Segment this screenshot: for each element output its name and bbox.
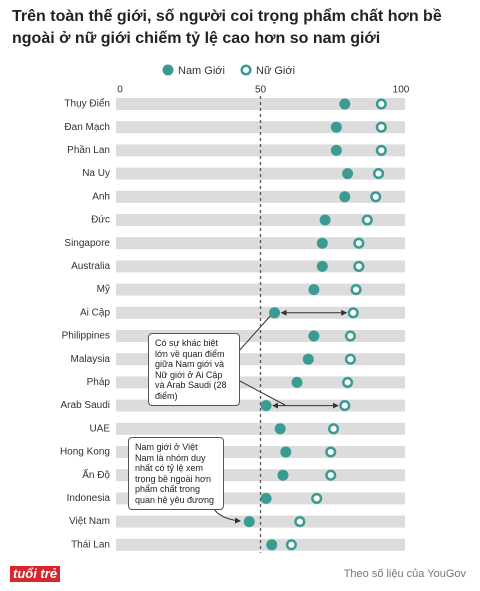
x-tick-label: 100 bbox=[393, 85, 410, 96]
female-dot bbox=[328, 423, 340, 435]
connector bbox=[237, 313, 273, 353]
female-dot bbox=[285, 539, 297, 551]
male-dot bbox=[316, 237, 328, 249]
male-dot bbox=[280, 446, 292, 458]
logo: tuổi trẻ bbox=[10, 566, 61, 582]
male-dot bbox=[291, 376, 303, 388]
annotation: Có sự khác biệt lớn về quan điểm giữa Na… bbox=[148, 333, 240, 406]
female-dot bbox=[347, 307, 359, 319]
row-band bbox=[116, 190, 405, 203]
y-tick-label: Đan Mạch bbox=[64, 122, 110, 133]
male-dot bbox=[274, 423, 286, 435]
male-dot bbox=[319, 214, 331, 226]
female-dot bbox=[325, 469, 337, 481]
female-dot bbox=[375, 98, 387, 110]
male-dot bbox=[302, 353, 314, 365]
row-band bbox=[116, 237, 405, 250]
y-tick-label: Thụy Điển bbox=[64, 98, 110, 110]
male-dot bbox=[243, 516, 255, 528]
female-dot bbox=[353, 237, 365, 249]
male-dot bbox=[260, 400, 272, 412]
y-tick-label: Mỹ bbox=[97, 284, 110, 295]
female-dot bbox=[353, 260, 365, 272]
y-tick-label: Australia bbox=[71, 261, 110, 272]
male-dot bbox=[316, 260, 328, 272]
male-dot bbox=[308, 330, 320, 342]
y-tick-label: Na Uy bbox=[82, 168, 110, 179]
y-tick-label: Philippines bbox=[62, 331, 110, 342]
male-dot bbox=[260, 492, 272, 504]
row-band bbox=[116, 214, 405, 226]
male-dot bbox=[339, 191, 351, 203]
female-dot bbox=[370, 191, 382, 203]
connector bbox=[237, 379, 286, 406]
y-tick-label: Singapore bbox=[64, 238, 110, 249]
row-band bbox=[116, 515, 405, 528]
male-dot bbox=[339, 98, 351, 110]
source: Theo số liệu của YouGov bbox=[343, 568, 466, 580]
female-dot bbox=[342, 376, 354, 388]
female-dot bbox=[311, 492, 323, 504]
y-tick-label: Arab Saudi bbox=[61, 400, 110, 411]
y-tick-label: Anh bbox=[92, 191, 110, 202]
annotation: Nam giới ở Việt Nam là nhóm duy nhất có … bbox=[128, 437, 224, 510]
female-dot bbox=[361, 214, 373, 226]
y-tick-label: UAE bbox=[89, 423, 110, 434]
male-dot bbox=[308, 284, 320, 296]
y-tick-label: Phần Lan bbox=[67, 144, 110, 156]
y-tick-label: Thái Lan bbox=[71, 539, 110, 550]
female-dot bbox=[350, 284, 362, 296]
female-dot bbox=[375, 121, 387, 133]
female-dot bbox=[372, 168, 385, 180]
female-dot bbox=[294, 516, 306, 528]
row-band bbox=[116, 167, 405, 180]
y-tick-label: Ai Cập bbox=[80, 307, 110, 318]
x-tick-label: 0 bbox=[117, 85, 123, 96]
y-tick-label: Pháp bbox=[87, 377, 111, 388]
female-dot bbox=[344, 330, 356, 342]
row-band bbox=[116, 538, 405, 551]
chart-title: Trên toàn thế giới, số người coi trọng p… bbox=[12, 8, 442, 47]
y-tick-label: Ấn Độ bbox=[82, 468, 110, 481]
x-tick-label: 50 bbox=[255, 85, 267, 96]
male-dot bbox=[269, 307, 281, 319]
y-tick-label: Việt Nam bbox=[69, 516, 110, 527]
female-dot bbox=[375, 144, 387, 156]
female-dot bbox=[339, 400, 351, 412]
legend-label: Nam Giới bbox=[178, 65, 225, 77]
y-tick-label: Đức bbox=[91, 215, 110, 226]
legend-label: Nữ Giới bbox=[256, 65, 295, 77]
y-tick-label: Hong Kong bbox=[60, 447, 110, 458]
y-tick-label: Indonesia bbox=[67, 493, 111, 504]
legend-marker bbox=[162, 64, 174, 76]
female-dot bbox=[325, 446, 337, 458]
male-dot bbox=[330, 144, 342, 156]
male-dot bbox=[330, 121, 342, 133]
male-dot bbox=[277, 469, 289, 481]
female-dot bbox=[344, 353, 356, 365]
y-tick-label: Malaysia bbox=[71, 354, 111, 365]
male-dot bbox=[342, 168, 354, 180]
legend-marker bbox=[240, 64, 252, 76]
male-dot bbox=[266, 539, 278, 551]
